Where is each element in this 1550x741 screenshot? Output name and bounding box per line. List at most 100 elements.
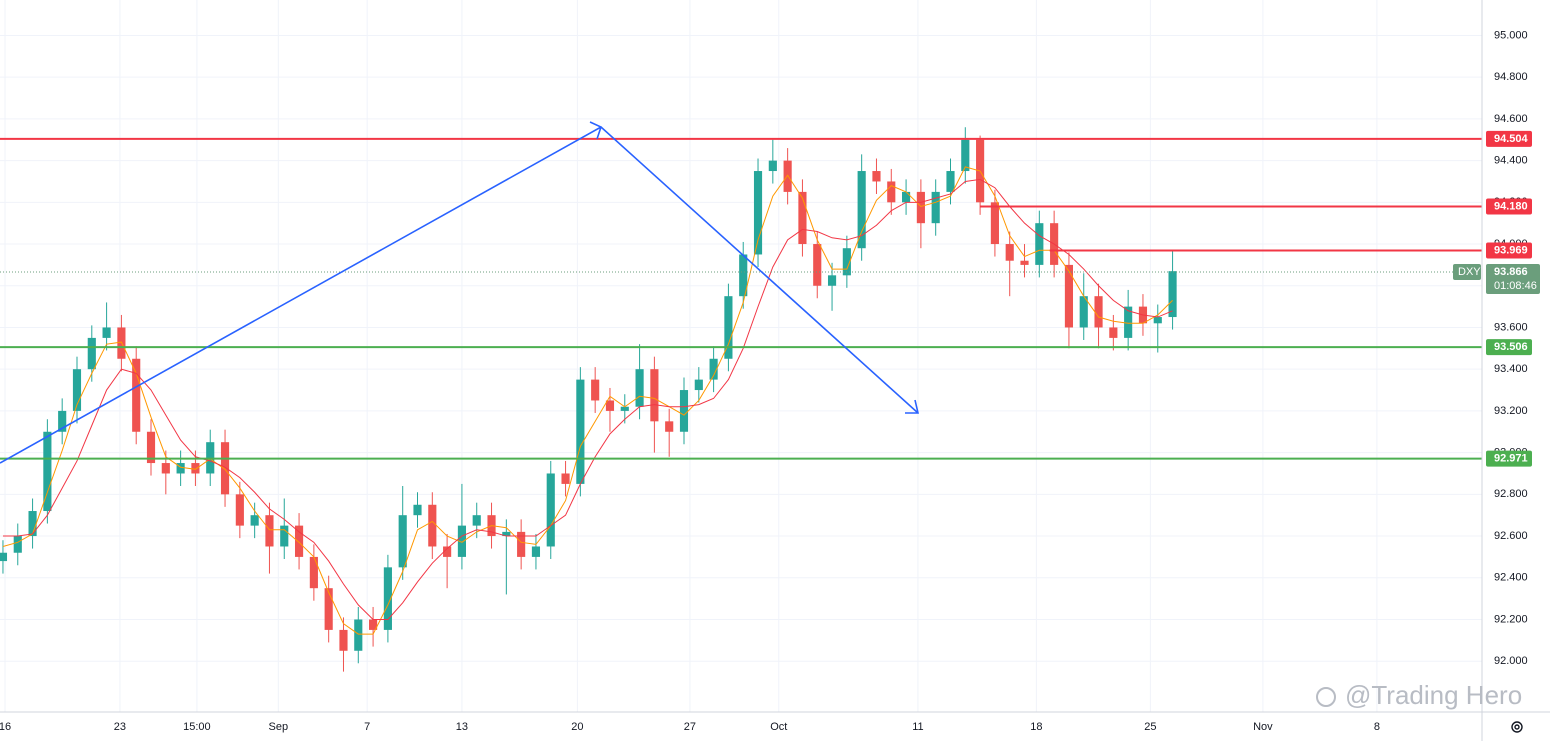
candle-body [709,358,718,380]
axes: 92.00092.20092.40092.60092.80093.00093.2… [0,29,1540,733]
level-label: 93.969 [1494,244,1528,256]
x-tick-label: Sep [269,721,289,733]
candle-body [842,248,851,276]
level-tag [1486,130,1532,147]
moving-average [2,178,1173,620]
x-tick-label: 8 [1374,721,1380,733]
candle-body [339,629,348,651]
drawings[interactable] [0,121,920,464]
candle-body [457,525,466,557]
candle-body [354,619,363,651]
x-tick-label: Oct [770,721,787,733]
candle-body [798,191,807,245]
level-tag [1486,339,1532,356]
candle-body [87,337,96,370]
candle-body [1124,306,1133,338]
candle-body [1094,296,1103,328]
x-tick-label: 16 [0,721,11,733]
candle-body [1005,244,1014,261]
marks [0,127,1482,672]
candle-body [294,525,304,557]
last-price-label: 93.866 [1494,266,1528,278]
y-tick-label: 94.400 [1494,155,1528,167]
candle-body [1035,223,1044,265]
candle-body [694,379,703,391]
candle-body [383,567,392,630]
y-tick-label: 94.600 [1494,113,1528,125]
candle-body [1079,296,1088,328]
candle-body [161,463,170,474]
candle-body [946,171,955,192]
candle-body [961,139,970,172]
level-label: 92.971 [1494,453,1528,465]
candle-body [591,379,600,401]
settings-button[interactable] [1511,721,1523,733]
candle-body [1020,260,1029,265]
candle-body [72,369,82,411]
candle-body [739,254,748,297]
watermark: @Trading Hero [1345,680,1522,710]
watermark-logo [1316,687,1336,707]
x-tick-label: 7 [364,721,370,733]
candle-body [768,160,777,172]
candle-body [827,275,837,286]
candle-body [531,546,541,557]
candle-body [517,531,526,557]
candle-body [398,515,407,568]
y-tick-label: 95.000 [1494,29,1528,41]
x-tick-label: 11 [912,721,923,733]
level-tag [1486,450,1532,467]
candle-body [102,327,111,338]
candle-body [324,588,333,630]
x-tick-label: 25 [1144,721,1156,733]
candle-body [428,504,437,547]
y-tick-label: 93.400 [1494,363,1528,375]
x-tick-label: 13 [456,721,468,733]
level-label: 94.180 [1494,200,1528,212]
candle-body [857,171,866,249]
candle-body [753,171,763,255]
candle-body [265,515,274,547]
y-tick-label: 92.600 [1494,530,1528,542]
level-label: 94.504 [1494,133,1529,145]
candle-body [220,442,230,495]
candle-body [783,160,792,192]
candle-body [43,431,52,512]
y-tick-label: 92.000 [1494,655,1528,667]
candle-body [13,536,22,553]
candle-body [887,181,896,203]
candle-body [443,546,452,557]
candle-body [546,473,555,547]
candle-body [1153,317,1162,324]
candle-body [990,202,999,245]
candle-body [724,296,733,359]
symbol-tag [1453,263,1481,280]
candle-body [635,369,644,407]
trend-arrow-up[interactable] [0,126,602,464]
candle-body [650,369,659,422]
candle-body [1064,264,1074,328]
candle-body [665,421,674,432]
candle-body [235,494,244,526]
y-tick-label: 92.800 [1494,488,1528,500]
candle-body [931,191,940,224]
candle-body [813,244,822,286]
candle-body [369,619,378,630]
symbol-label: DXY [1458,266,1481,278]
candle-body [176,463,185,474]
candle-body [902,191,911,203]
candle-body [576,379,585,484]
candle-body [502,531,511,537]
candle-body [0,552,8,562]
x-tick-label: 23 [114,721,126,733]
candle-body [132,358,141,432]
trend-arrow-down[interactable] [600,126,919,414]
candle-body [1109,327,1118,338]
candle-body [146,431,156,464]
y-tick-label: 93.600 [1494,321,1528,333]
countdown-label: 01:08:46 [1494,280,1537,292]
candle-body [309,556,318,589]
y-tick-label: 93.200 [1494,405,1528,417]
